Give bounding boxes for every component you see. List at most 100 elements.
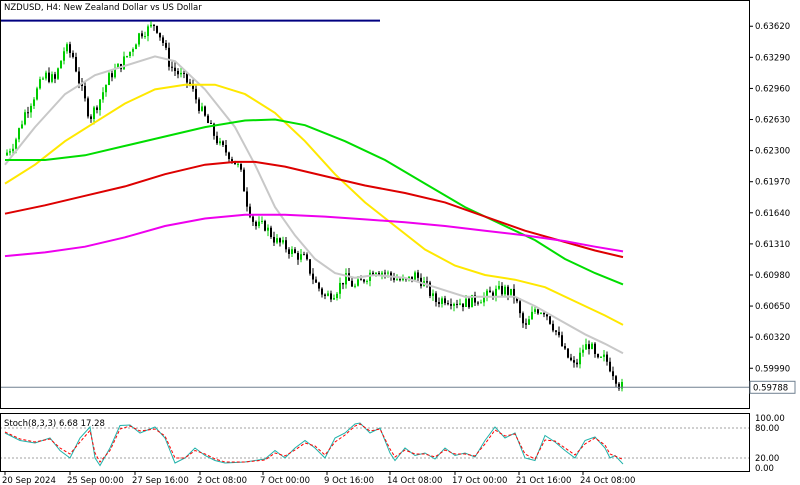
candle-body	[51, 74, 53, 82]
candle-body	[381, 272, 383, 275]
candle-body	[363, 279, 365, 282]
candle-body	[129, 51, 131, 56]
candle-body	[312, 273, 314, 280]
stoch-level-label: 20.00	[755, 454, 779, 464]
candle-body	[36, 88, 38, 100]
candle-body	[138, 33, 140, 45]
stoch-level-label: 100.00	[755, 414, 785, 424]
candle-body	[387, 272, 389, 274]
candle-body	[9, 151, 11, 153]
stoch-panel-frame	[0, 413, 750, 472]
candle-body	[63, 51, 65, 61]
candle-body	[480, 302, 482, 304]
candle-body	[450, 304, 452, 306]
current-price-tag	[749, 380, 796, 394]
y-tick-label: 0.62630	[755, 116, 790, 126]
candle-body	[327, 293, 329, 296]
candle-body	[141, 33, 143, 37]
candle-body	[87, 98, 89, 117]
candle-body	[93, 107, 95, 119]
y-tick-label: 0.60320	[755, 333, 790, 343]
candle-body	[78, 71, 80, 84]
candle-body	[411, 276, 413, 280]
candle-body	[495, 288, 497, 298]
candle-body	[186, 73, 188, 83]
moving-average-line	[5, 118, 624, 286]
candle-body	[528, 319, 530, 325]
x-tick-label: 24 Oct 08:00	[580, 476, 635, 485]
candle-body	[564, 346, 566, 349]
candle-body	[210, 122, 212, 124]
candle-body	[402, 278, 404, 281]
candle-body	[42, 78, 44, 80]
candle-body	[468, 298, 470, 308]
candle-body	[246, 191, 248, 207]
candle-body	[525, 323, 527, 325]
candle-body	[267, 227, 269, 231]
candle-body	[24, 112, 26, 125]
candle-body	[351, 280, 353, 287]
candle-body	[177, 71, 179, 75]
candle-body	[465, 298, 467, 308]
candle-body	[171, 66, 173, 68]
x-tick-label: 21 Oct 16:00	[516, 476, 571, 485]
candle-body	[453, 303, 455, 306]
x-tick-label: 14 Oct 08:00	[387, 476, 442, 485]
candle-body	[366, 280, 368, 282]
candle-body	[156, 25, 158, 33]
candle-body	[60, 60, 62, 69]
candle-body	[261, 220, 263, 222]
candle-body	[486, 290, 488, 297]
candle-body	[270, 227, 272, 237]
candle-body	[27, 112, 29, 114]
candle-body	[147, 26, 149, 37]
candle-body	[243, 169, 245, 192]
candle-body	[18, 128, 20, 140]
candle-body	[492, 292, 494, 298]
candle-body	[207, 115, 209, 123]
candle-body	[612, 371, 614, 377]
candle-body	[507, 286, 509, 295]
candle-body	[438, 302, 440, 304]
candle-body	[99, 99, 101, 111]
x-tick-label: 25 Sep 00:00	[67, 476, 124, 485]
candle-body	[579, 352, 581, 365]
candle-body	[591, 343, 593, 350]
candle-body	[117, 63, 119, 69]
candle-body	[165, 42, 167, 48]
candle-body	[504, 286, 506, 295]
moving-average-line	[4, 55, 624, 355]
candle-body	[213, 123, 215, 136]
candle-body	[333, 298, 335, 300]
candle-body	[342, 282, 344, 285]
candle-body	[96, 107, 98, 111]
candle-body	[561, 335, 563, 347]
candle-body	[603, 354, 605, 357]
candle-body	[15, 139, 17, 149]
candle-body	[576, 362, 578, 365]
candle-body	[105, 85, 107, 93]
candle-body	[279, 238, 281, 243]
candle-body	[483, 296, 485, 303]
candle-body	[444, 298, 446, 304]
candle-body	[102, 92, 104, 100]
candle-body	[567, 348, 569, 358]
candle-body	[429, 282, 431, 296]
x-tick-label: 9 Oct 16:00	[324, 476, 374, 485]
candle-body	[225, 144, 227, 153]
x-tick-label: 17 Oct 00:00	[452, 476, 507, 485]
candle-body	[132, 49, 134, 52]
y-tick-label: 0.60650	[755, 302, 790, 312]
candle-body	[180, 72, 182, 75]
candle-body	[357, 279, 359, 286]
candle-body	[192, 84, 194, 89]
stoch-indicator-title: Stoch(8,3,3) 6.68 17.28	[4, 419, 105, 429]
candle-body	[522, 313, 524, 324]
candle-body	[276, 238, 278, 243]
candle-body	[54, 74, 56, 79]
candle-body	[12, 148, 14, 152]
candle-body	[255, 221, 257, 227]
candle-body	[201, 106, 203, 111]
candle-body	[324, 294, 326, 296]
candle-body	[375, 272, 377, 275]
